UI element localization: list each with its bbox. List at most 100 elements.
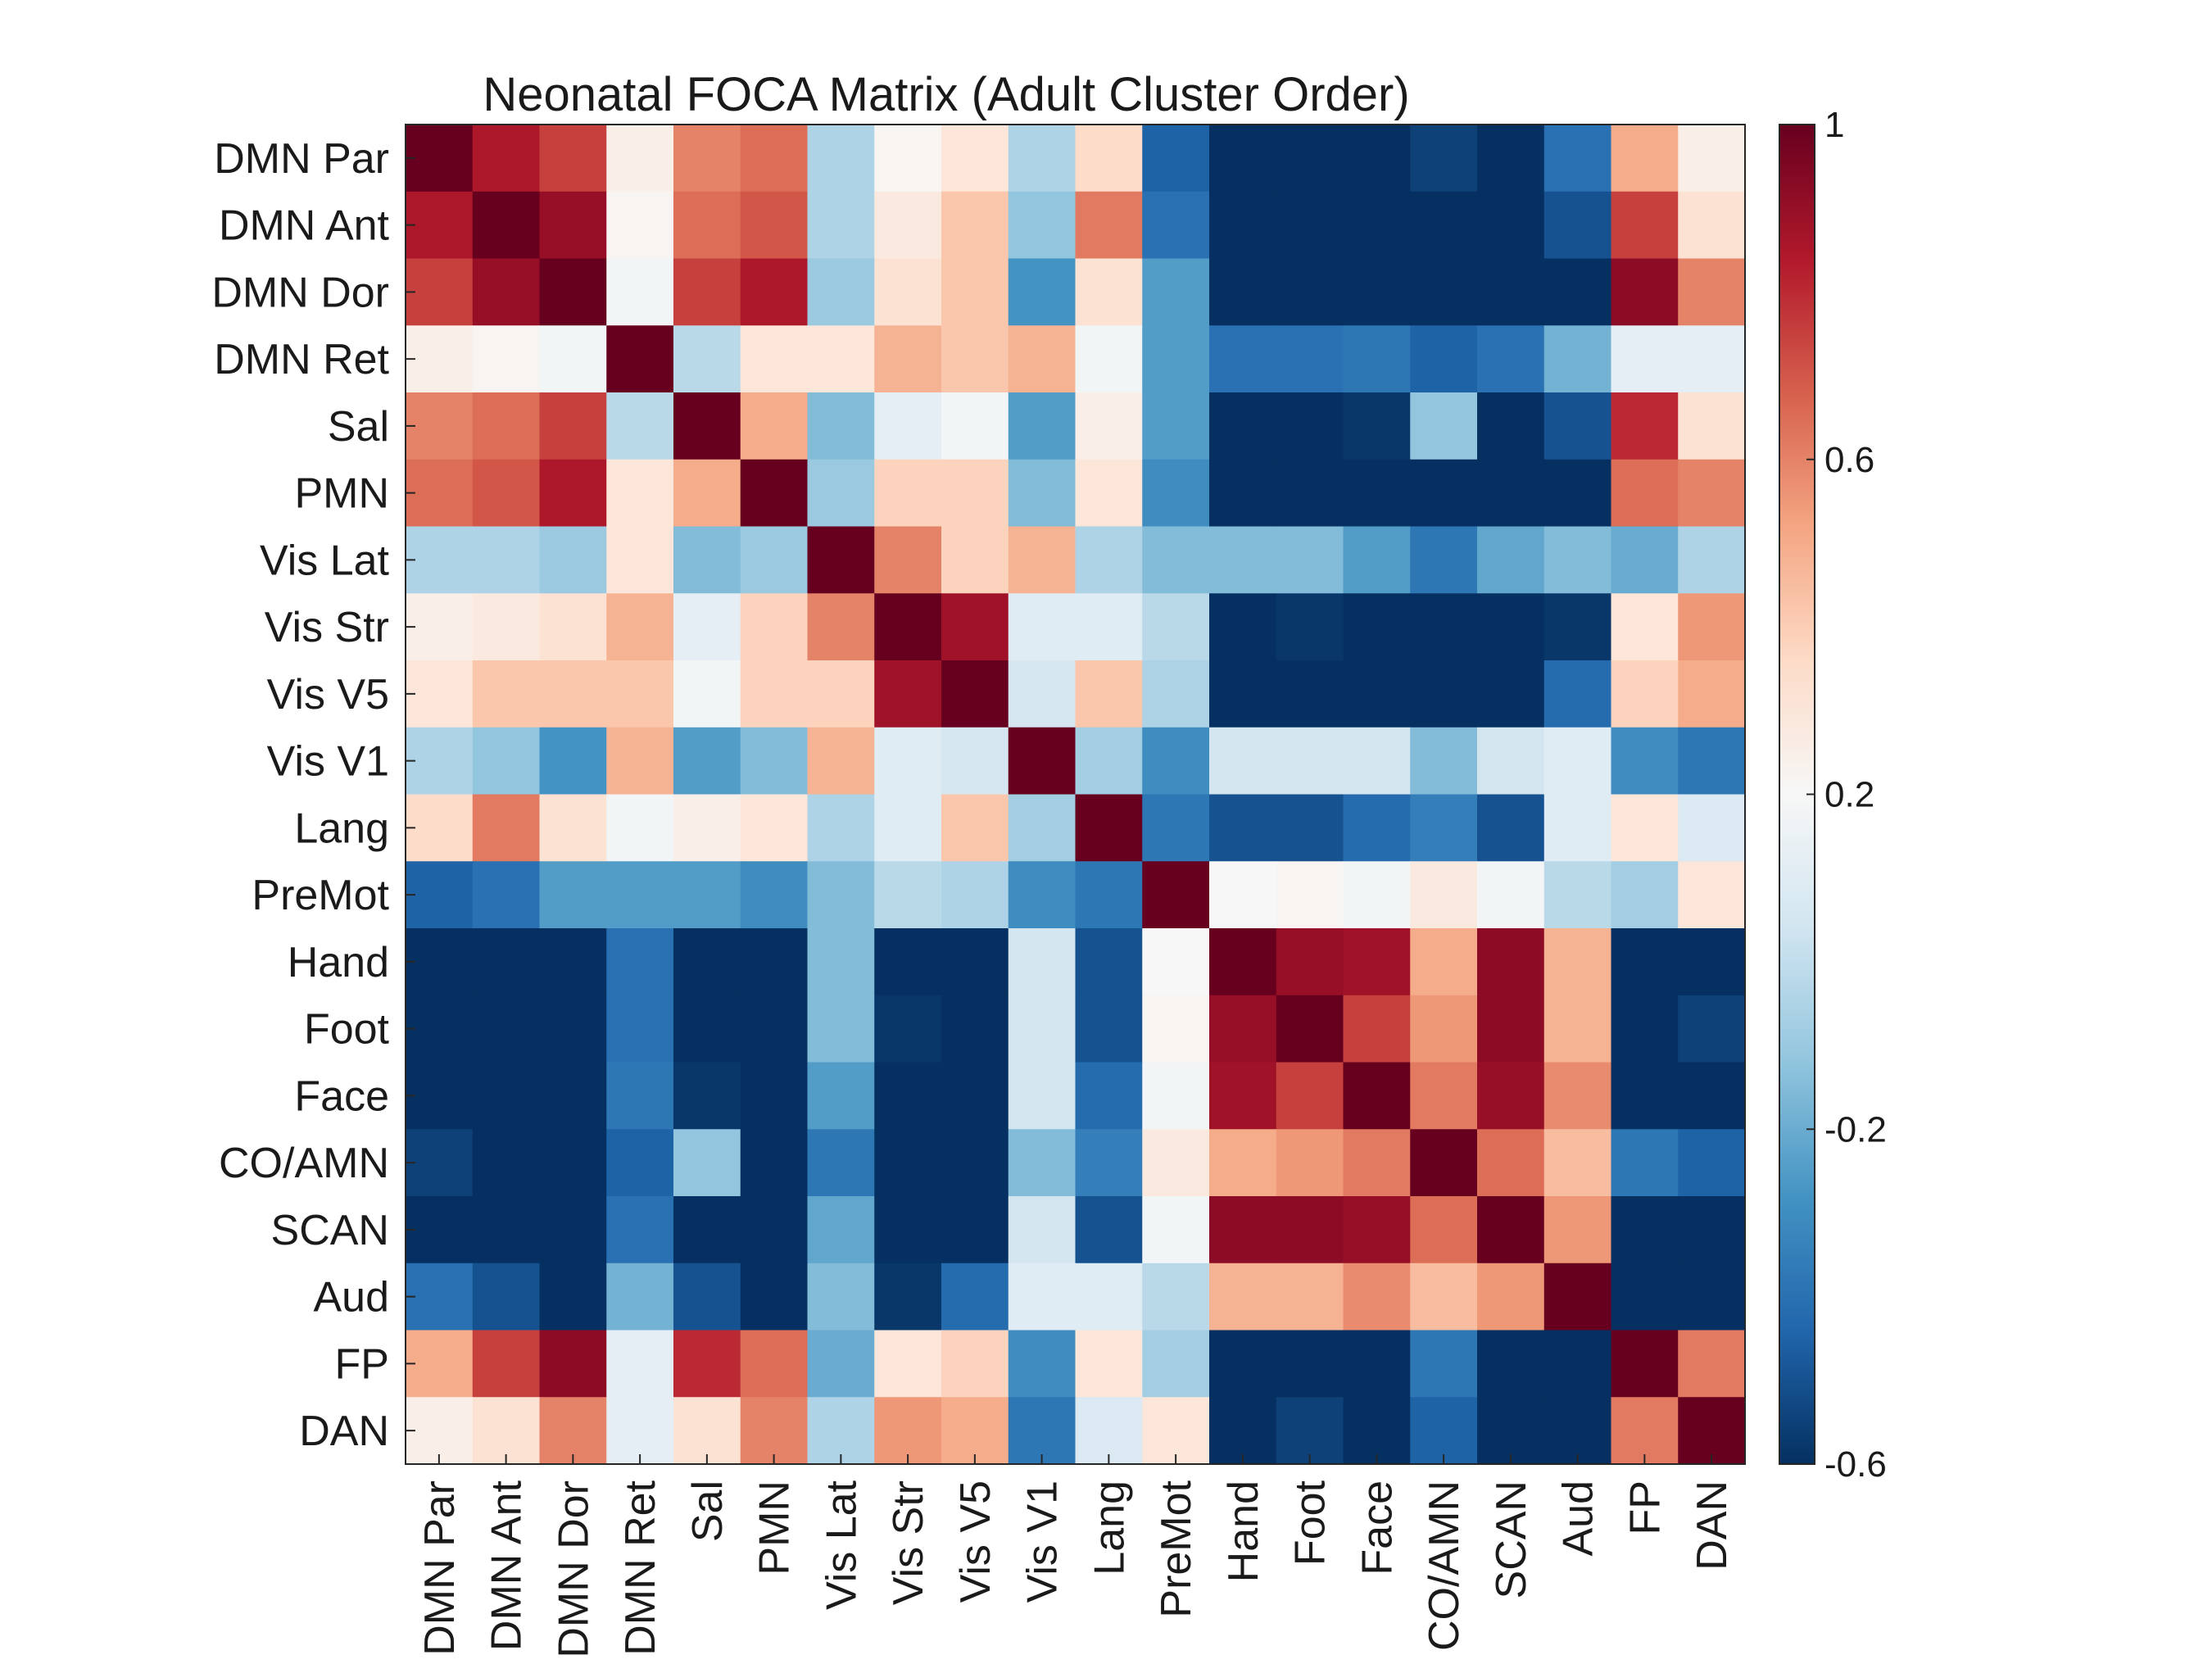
heatmap-cell: [874, 794, 942, 862]
heatmap-cell: [1410, 1397, 1478, 1465]
heatmap-cell: [673, 459, 741, 528]
heatmap-cell: [606, 392, 674, 460]
heatmap-cell: [673, 1330, 741, 1398]
heatmap-cell: [606, 459, 674, 528]
heatmap-cell: [1477, 861, 1545, 929]
row-label: DMN Ant: [219, 202, 390, 250]
heatmap-cell: [539, 1263, 607, 1331]
heatmap-cell: [606, 258, 674, 326]
heatmap-cell: [539, 995, 607, 1063]
heatmap-cell: [1611, 995, 1679, 1063]
heatmap-cell: [1142, 325, 1210, 393]
heatmap-cell: [1678, 325, 1746, 393]
heatmap-cell: [1611, 459, 1679, 528]
heatmap-cell: [539, 325, 607, 393]
heatmap-cell: [1343, 125, 1411, 193]
heatmap-cell: [1410, 1196, 1478, 1264]
heatmap-cell: [406, 1330, 474, 1398]
heatmap-cell: [1477, 191, 1545, 260]
heatmap-cell: [1142, 1263, 1210, 1331]
colorbar: -0.6 -0.2 0.2 0.6 1: [1779, 105, 1887, 1485]
heatmap-cell: [1142, 526, 1210, 594]
chart-title: Neonatal FOCA Matrix (Adult Cluster Orde…: [483, 68, 1409, 121]
heatmap-cell: [472, 928, 541, 996]
heatmap-cell: [1142, 794, 1210, 862]
heatmap-cell: [472, 258, 541, 326]
heatmap-cell: [1209, 593, 1277, 661]
heatmap-cell: [1343, 1196, 1411, 1264]
heatmap-cell: [1410, 1129, 1478, 1197]
heatmap-cell: [406, 1062, 474, 1130]
heatmap-cell: [406, 526, 474, 594]
heatmap-cell: [606, 1330, 674, 1398]
heatmap-cell: [1477, 660, 1545, 728]
heatmap-cell: [941, 593, 1009, 661]
heatmap-cell: [1075, 392, 1143, 460]
heatmap-cell: [1142, 727, 1210, 796]
heatmap-cell: [673, 593, 741, 661]
heatmap-cell: [1276, 928, 1344, 996]
row-label: PreMot: [252, 872, 389, 919]
heatmap-cell: [1008, 526, 1077, 594]
heatmap-cell: [1543, 258, 1612, 326]
heatmap-cell: [1343, 1397, 1411, 1465]
heatmap-cell: [1543, 593, 1612, 661]
heatmap-cell: [1209, 1062, 1277, 1130]
row-label: Aud: [313, 1274, 389, 1322]
heatmap-cell: [673, 125, 741, 193]
heatmap-cell: [1543, 861, 1612, 929]
heatmap-cell: [539, 660, 607, 728]
heatmap-cell: [472, 1129, 541, 1197]
heatmap-cell: [1276, 459, 1344, 528]
col-label: PMN: [751, 1480, 799, 1576]
heatmap-cell: [406, 794, 474, 862]
heatmap-cell: [1543, 727, 1612, 796]
heatmap-cell: [472, 593, 541, 661]
heatmap-cell: [807, 794, 875, 862]
heatmap-cell: [1343, 1263, 1411, 1331]
heatmap-cell: [1410, 593, 1478, 661]
heatmap-cell: [1410, 794, 1478, 862]
heatmap-cell: [1543, 526, 1612, 594]
col-label: Foot: [1287, 1480, 1335, 1566]
heatmap-cell: [539, 1397, 607, 1465]
heatmap-cell: [1477, 794, 1545, 862]
col-label: SCAN: [1488, 1480, 1535, 1598]
heatmap-cell: [874, 995, 942, 1063]
heatmap-cell: [1075, 995, 1143, 1063]
heatmap-cell: [406, 1196, 474, 1264]
heatmap-cell: [1209, 861, 1277, 929]
heatmap-cell: [406, 995, 474, 1063]
heatmap-cell: [1543, 392, 1612, 460]
heatmap-cell: [1678, 258, 1746, 326]
heatmap-cell: [472, 125, 541, 193]
row-label: Hand: [288, 939, 389, 986]
heatmap-cell: [1209, 325, 1277, 393]
heatmap-cell: [406, 325, 474, 393]
heatmap-cell: [1410, 1062, 1478, 1130]
heatmap-cell: [1678, 1330, 1746, 1398]
heatmap-cell: [1075, 526, 1143, 594]
heatmap-cell: [1142, 928, 1210, 996]
heatmap-cell: [1343, 459, 1411, 528]
heatmap-cell: [1611, 1397, 1679, 1465]
heatmap-cell: [941, 928, 1009, 996]
col-label: PreMot: [1153, 1480, 1200, 1617]
col-label: Vis Lat: [818, 1480, 865, 1610]
heatmap-cell: [1343, 794, 1411, 862]
heatmap-cell: [1343, 325, 1411, 393]
heatmap-cell: [673, 727, 741, 796]
col-label: Aud: [1555, 1480, 1602, 1557]
heatmap-cell: [807, 660, 875, 728]
heatmap-cell: [1209, 526, 1277, 594]
heatmap-cell: [941, 526, 1009, 594]
heatmap-cell: [874, 861, 942, 929]
heatmap-cell: [874, 593, 942, 661]
heatmap-cell: [606, 1397, 674, 1465]
heatmap-cell: [1008, 191, 1077, 260]
heatmap-cell: [1209, 794, 1277, 862]
heatmap-cell: [1477, 325, 1545, 393]
heatmap-cell: [1209, 1263, 1277, 1331]
heatmap-cell: [1410, 727, 1478, 796]
heatmap-cell: [1276, 794, 1344, 862]
